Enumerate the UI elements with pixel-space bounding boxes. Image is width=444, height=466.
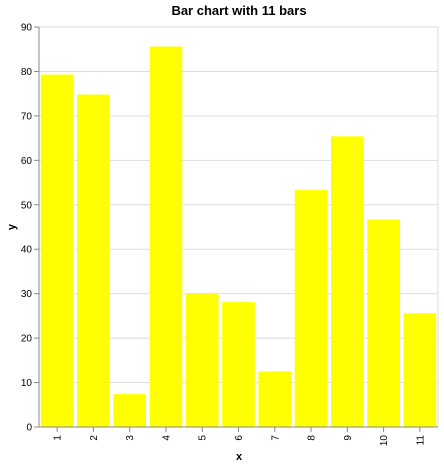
x-tick-label: 9: [343, 435, 354, 441]
x-tick-label: 10: [379, 435, 390, 447]
chart-title: Bar chart with 11 bars: [171, 3, 306, 18]
y-tick-label: 60: [21, 156, 33, 167]
y-axis-title: y: [6, 223, 18, 230]
bar-8: [294, 190, 328, 427]
bars: [40, 46, 437, 428]
y-tick-label: 40: [21, 245, 33, 256]
bar-4: [149, 46, 183, 428]
x-tick-label: 3: [125, 435, 136, 441]
y-tick-label: 20: [21, 334, 33, 345]
bar-10: [367, 219, 400, 427]
bar-1: [40, 74, 74, 428]
y-tick-label: 0: [26, 423, 32, 434]
bar-11: [403, 313, 437, 427]
x-tick-label: 8: [307, 435, 318, 441]
y-tick-label: 80: [21, 67, 33, 78]
x-tick-label: 11: [415, 435, 426, 446]
y-tick-label: 50: [21, 200, 33, 211]
y-tick-label: 10: [21, 378, 33, 389]
x-tick-label: 2: [89, 435, 100, 441]
bar-9: [330, 136, 364, 428]
x-tick-label: 1: [53, 435, 64, 441]
y-tick-label: 30: [21, 289, 33, 300]
axes: 0 10 20 30 40 50 60 70 80 90 1 2 3 4 5 6 7 8 9 10 11: [21, 23, 438, 447]
x-tick-label: 5: [198, 435, 209, 441]
bar-6: [222, 302, 255, 427]
y-tick-label: 70: [21, 111, 33, 122]
bar-3: [113, 394, 147, 427]
bar-7: [258, 371, 292, 427]
x-axis-title: x: [236, 451, 243, 463]
bar-5: [185, 294, 219, 427]
y-tick-label: 90: [21, 23, 33, 34]
x-tick-label: 4: [161, 435, 172, 441]
x-tick-label: 6: [234, 435, 245, 441]
x-tick-label: 7: [270, 435, 281, 441]
bar-2: [77, 94, 110, 428]
